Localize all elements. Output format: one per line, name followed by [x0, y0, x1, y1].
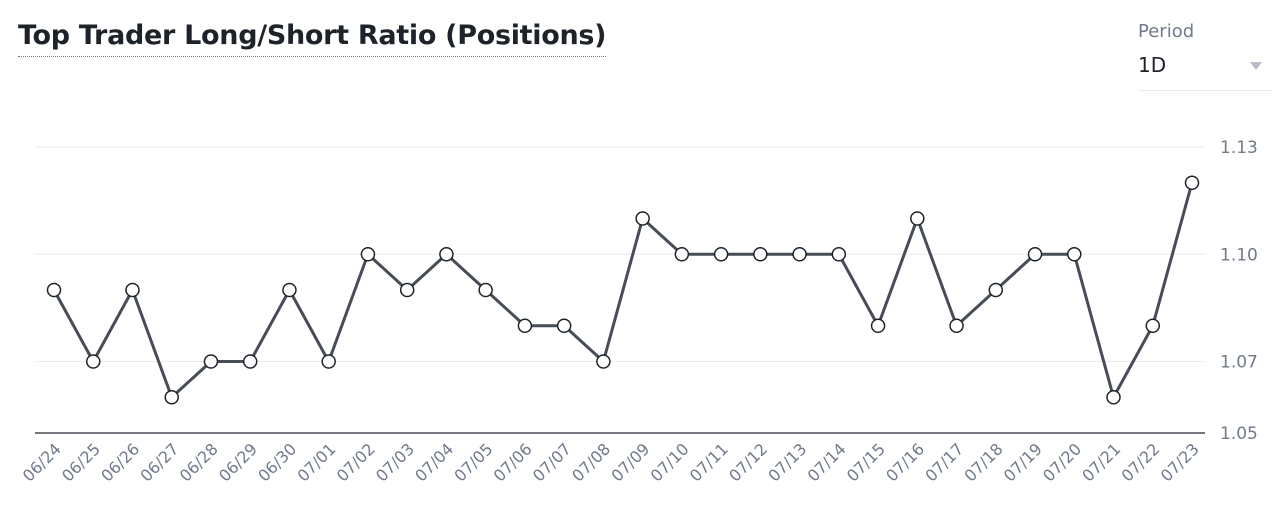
x-tick-label: 07/07: [529, 439, 575, 485]
data-point: [321, 354, 336, 369]
data-point: [1067, 247, 1082, 262]
data-point: [635, 211, 650, 226]
x-tick-label: 07/03: [372, 439, 418, 485]
data-point: [870, 318, 886, 333]
x-tick-label: 07/23: [1157, 439, 1203, 485]
data-point: [792, 247, 807, 262]
data-points: [46, 175, 1200, 405]
x-tick-label: 07/17: [921, 439, 967, 485]
x-tick-label: 06/29: [215, 439, 261, 485]
data-point: [478, 282, 493, 298]
x-tick-label: 06/25: [58, 439, 104, 485]
data-point: [988, 282, 1004, 298]
data-point: [164, 390, 179, 405]
series-line-layer: [52, 182, 1194, 399]
data-point: [949, 318, 964, 333]
x-tick-label: 07/22: [1118, 439, 1164, 485]
chart-title: Top Trader Long/Short Ratio (Positions): [18, 18, 607, 57]
data-point: [1106, 390, 1121, 405]
period-dropdown[interactable]: 1D: [1138, 52, 1272, 91]
data-point: [517, 318, 533, 333]
x-tick-label: 07/16: [882, 439, 928, 485]
x-tick-label: 07/02: [333, 439, 379, 485]
x-tick-label: 07/18: [961, 439, 1007, 485]
x-tick-label: 06/26: [97, 439, 143, 485]
x-tick-label: 07/19: [1000, 439, 1046, 485]
data-point: [674, 247, 690, 262]
x-tick-label: 07/15: [843, 439, 889, 485]
x-tick-label: 07/09: [607, 439, 653, 485]
y-tick-label: 1.05: [1220, 424, 1258, 444]
x-tick-label: 07/08: [568, 439, 614, 485]
x-tick-label: 06/24: [19, 439, 65, 485]
data-point: [831, 247, 847, 262]
data-point: [1027, 247, 1043, 262]
data-point: [753, 247, 768, 262]
data-point: [125, 282, 140, 298]
data-point: [242, 354, 258, 369]
data-point: [439, 247, 454, 262]
data-point: [556, 318, 572, 333]
x-tick-label: 07/21: [1078, 439, 1124, 485]
period-selector: Period 1D: [1138, 20, 1272, 91]
x-tick-label: 07/12: [725, 439, 771, 485]
period-value: 1D: [1138, 53, 1167, 77]
x-tick-label: 07/11: [686, 439, 732, 485]
x-tick-label: 07/04: [411, 439, 457, 485]
data-point: [85, 354, 101, 369]
period-label: Period: [1138, 21, 1195, 42]
x-tick-label: 06/30: [254, 439, 300, 485]
data-point: [1184, 175, 1200, 190]
data-point: [203, 354, 219, 369]
data-point: [713, 247, 729, 262]
x-tick-label: 06/28: [176, 439, 222, 485]
data-point: [46, 282, 62, 298]
x-tick-label: 07/01: [293, 439, 339, 485]
data-point: [910, 211, 925, 226]
data-point: [360, 247, 376, 262]
x-tick-label: 07/06: [490, 439, 536, 485]
chevron-down-icon: [1250, 62, 1262, 70]
series-line: [52, 182, 1194, 399]
data-point: [399, 282, 415, 298]
data-point: [282, 282, 297, 298]
y-axis-ticks: 1.05 1.07 1.10 1.13: [1220, 138, 1258, 444]
x-tick-label: 06/27: [137, 439, 183, 485]
x-tick-label: 07/14: [804, 439, 850, 485]
x-tick-label: 07/13: [764, 439, 810, 485]
data-point: [596, 354, 611, 369]
x-axis-ticks: 06/2406/2506/2606/2706/2806/2906/3007/01…: [19, 439, 1203, 485]
x-tick-label: 07/10: [647, 439, 693, 485]
y-tick-label: 1.13: [1220, 138, 1258, 158]
x-tick-label: 07/20: [1039, 439, 1085, 485]
data-point: [1145, 318, 1161, 333]
y-tick-label: 1.07: [1220, 353, 1258, 373]
y-tick-label: 1.10: [1220, 245, 1258, 265]
x-tick-label: 07/05: [450, 439, 496, 485]
